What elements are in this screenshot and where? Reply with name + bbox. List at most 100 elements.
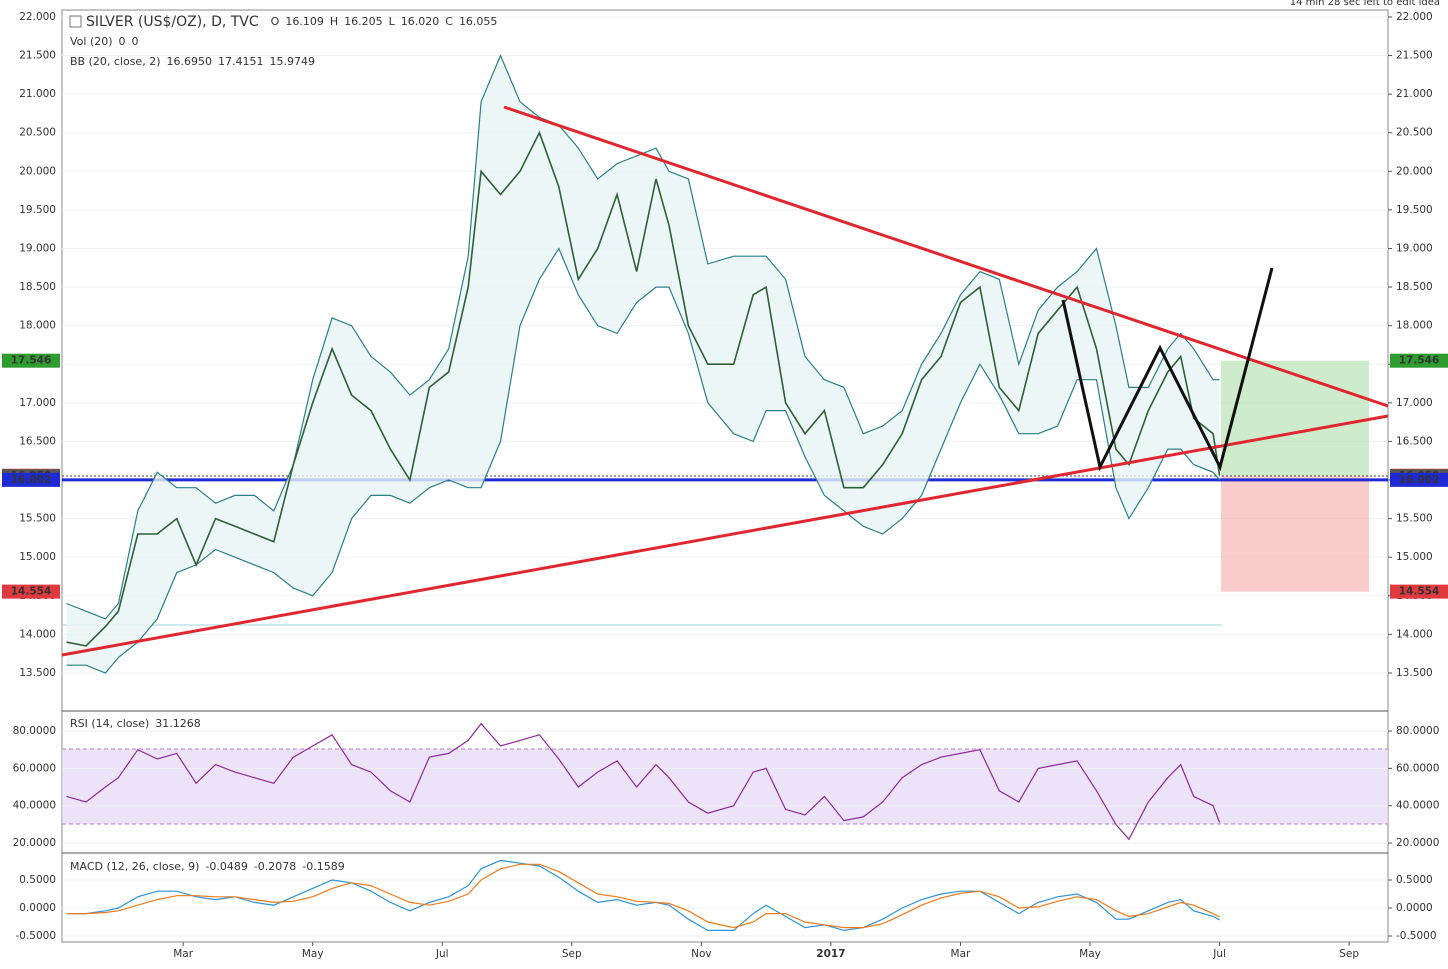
price-label: 16.002	[11, 474, 52, 486]
edit-note: 14 min 28 sec left to edit idea	[1290, 0, 1440, 8]
x-tick-label: May	[302, 948, 324, 960]
legend-item: 16.020	[401, 15, 440, 28]
rsi-band	[62, 749, 1388, 824]
price-label: 17.546	[11, 355, 52, 367]
y-tick-label: 15.500	[1396, 513, 1433, 525]
legend-item: C	[445, 15, 453, 28]
legend-item: H	[330, 15, 338, 28]
y-tick-label: -0.5000	[15, 930, 56, 942]
trend-line	[61, 414, 1389, 657]
y-tick-label: 0.0000	[1396, 902, 1433, 914]
legend-item: O	[271, 15, 280, 28]
y-tick-label: 20.000	[1396, 165, 1433, 177]
collapse-icon	[69, 15, 82, 28]
legend-item: 31.1268	[155, 717, 201, 730]
price-label: 17.546	[1399, 355, 1440, 367]
y-tick-label: 19.500	[1396, 204, 1433, 216]
y-tick-label: 20.000	[19, 165, 56, 177]
x-tick-label: Sep	[1339, 948, 1359, 960]
series-line	[66, 53, 1220, 620]
y-tick-label: 21.000	[19, 88, 56, 100]
legend-item: RSI (14, close)	[70, 717, 149, 730]
legend-item: -0.2078	[254, 860, 296, 873]
legend-item: BB (20, close, 2)	[70, 55, 161, 68]
y-tick-label: 0.5000	[19, 874, 56, 886]
y-tick-label: 18.500	[1396, 281, 1433, 293]
price-label: 16.002	[1399, 474, 1440, 486]
x-tick-label: May	[1079, 948, 1101, 960]
series-line	[66, 247, 1221, 674]
price-label-bg	[1390, 472, 1448, 487]
y-tick-label: 60.0000	[1396, 762, 1439, 774]
y-tick-label: 80.0000	[1396, 725, 1439, 737]
y-tick-label: 15.000	[19, 551, 56, 563]
trend-line	[503, 105, 1389, 408]
legend-item: 0	[132, 35, 139, 48]
price-label-bg	[1390, 584, 1448, 599]
y-tick-label: 13.500	[1396, 667, 1433, 679]
price-label-bg	[1390, 353, 1448, 368]
x-tick-label: Sep	[562, 948, 582, 960]
y-tick-label: 20.500	[19, 127, 56, 139]
y-tick-label: 19.000	[1396, 242, 1433, 254]
legend-item: -0.1589	[302, 860, 344, 873]
y-tick-label: 18.500	[19, 281, 56, 293]
y-tick-label: 80.0000	[13, 725, 56, 737]
legend-item: L	[389, 15, 396, 28]
x-tick-label: Mar	[951, 948, 971, 960]
x-tick-label: Jul	[435, 948, 449, 960]
y-tick-label: 19.000	[19, 242, 56, 254]
y-tick-label: 16.500	[19, 435, 56, 447]
y-tick-label: 40.0000	[13, 800, 56, 812]
y-tick-label: 19.500	[19, 204, 56, 216]
legend-item: 16.109	[285, 15, 324, 28]
series-line	[66, 863, 1220, 929]
y-tick-label: 18.000	[1396, 320, 1433, 332]
y-tick-label: 40.0000	[1396, 800, 1439, 812]
y-tick-label: 13.500	[19, 667, 56, 679]
legend-item: 16.055	[459, 15, 498, 28]
y-tick-label: 22.000	[19, 11, 56, 23]
band-fill	[66, 55, 1220, 673]
y-tick-label: 14.000	[1396, 628, 1433, 640]
y-tick-label: 22.000	[1396, 11, 1433, 23]
price-label-bg	[2, 353, 60, 368]
y-tick-label: 0.5000	[1396, 874, 1433, 886]
y-tick-label: 0.0000	[19, 902, 56, 914]
legend-item: Vol (20)	[70, 35, 113, 48]
price-label: 14.554	[11, 586, 52, 598]
y-tick-label: 21.000	[1396, 88, 1433, 100]
price-label-bg	[2, 584, 60, 599]
legend-item: MACD (12, 26, close, 9)	[70, 860, 199, 873]
legend-item: 0	[119, 35, 126, 48]
decor	[61, 9, 1389, 943]
y-tick-label: 17.000	[1396, 397, 1433, 409]
legend-item: SILVER (US$/OZ), D, TVC	[86, 14, 259, 30]
y-tick-label: 18.000	[19, 320, 56, 332]
legend-item: -0.0489	[205, 860, 247, 873]
y-tick-label: 16.500	[1396, 435, 1433, 447]
x-tick-label: Nov	[691, 948, 712, 960]
y-tick-label: -0.5000	[1396, 930, 1437, 942]
series-line	[66, 722, 1221, 841]
y-tick-label: 20.0000	[13, 837, 56, 849]
y-tick-label: 21.500	[1396, 50, 1433, 62]
legend-item: 15.9749	[270, 55, 316, 68]
series-line	[66, 130, 1221, 647]
y-tick-label: 15.500	[19, 513, 56, 525]
pattern-line	[1061, 267, 1274, 472]
y-tick-label: 21.500	[19, 50, 56, 62]
legend-item: 16.205	[344, 15, 383, 28]
x-tick-label: Mar	[173, 948, 193, 960]
legend-item: 17.4151	[218, 55, 264, 68]
x-tick-label: 2017	[816, 948, 845, 960]
legend-item: 16.6950	[167, 55, 213, 68]
position-zone	[1221, 475, 1369, 592]
y-tick-label: 15.000	[1396, 551, 1433, 563]
y-tick-label: 14.000	[19, 628, 56, 640]
position-zone	[1221, 360, 1369, 476]
price-label-bg	[2, 472, 60, 487]
y-tick-label: 20.0000	[1396, 837, 1439, 849]
y-tick-label: 20.500	[1396, 127, 1433, 139]
